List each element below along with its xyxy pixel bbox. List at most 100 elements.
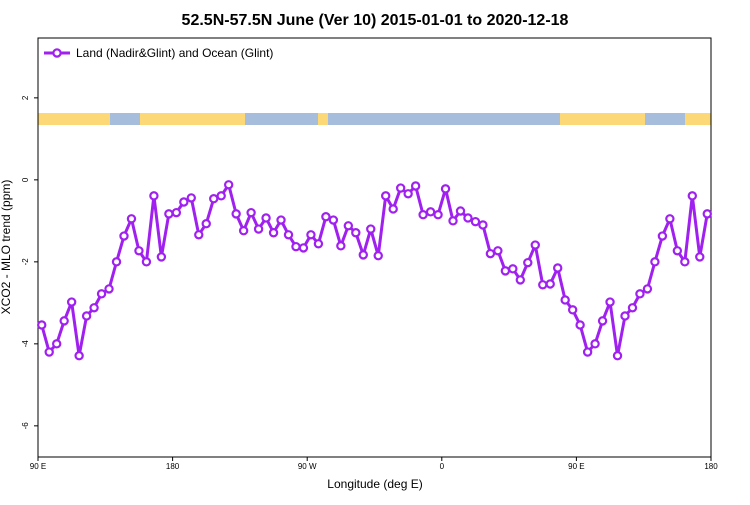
point	[44, 347, 54, 357]
point	[261, 213, 271, 223]
point	[238, 225, 249, 236]
point	[104, 284, 114, 294]
chart-title: 52.5N-57.5N June (Ver 10) 2015-01-01 to …	[182, 12, 569, 29]
point	[605, 297, 615, 307]
y-tick-label: -6	[21, 422, 30, 430]
point	[59, 316, 69, 326]
point	[194, 230, 204, 240]
point	[635, 289, 645, 299]
point	[575, 320, 585, 330]
point	[485, 248, 496, 259]
point	[680, 257, 690, 267]
point	[508, 264, 518, 274]
point	[51, 339, 62, 349]
point	[642, 284, 653, 294]
point	[186, 193, 196, 203]
point	[231, 209, 241, 219]
x-tick-label: 0	[440, 462, 445, 471]
x-axis-label: Longitude (deg E)	[327, 477, 422, 491]
y-tick-label: 2	[21, 95, 30, 100]
point	[276, 215, 286, 225]
point	[126, 214, 137, 224]
point	[493, 246, 503, 256]
point	[388, 204, 398, 214]
point	[81, 311, 92, 321]
legend-label: Land (Nadir&Glint) and Ocean (Glint)	[76, 46, 273, 60]
point	[650, 257, 660, 267]
point	[343, 221, 354, 231]
point	[336, 241, 346, 251]
land-band	[685, 113, 711, 125]
point	[403, 189, 413, 199]
point	[179, 197, 189, 207]
point	[530, 240, 540, 250]
y-tick-label: -2	[21, 258, 30, 266]
point	[216, 191, 226, 201]
point	[156, 252, 167, 262]
point	[89, 303, 99, 313]
point	[328, 215, 339, 225]
x-tick-label: 90 E	[30, 462, 46, 471]
point	[381, 191, 391, 201]
point	[358, 250, 368, 260]
point	[171, 207, 182, 218]
point	[37, 320, 47, 330]
point	[298, 243, 309, 253]
x-tick-label: 90 W	[298, 462, 317, 471]
point	[560, 295, 570, 305]
point	[119, 231, 129, 241]
legend-marker	[52, 48, 62, 58]
point	[111, 257, 122, 267]
plot-frame	[37, 37, 712, 458]
point	[209, 194, 219, 204]
point	[268, 228, 279, 238]
point	[590, 339, 600, 349]
point	[657, 231, 668, 241]
point	[291, 241, 301, 252]
point	[695, 252, 705, 262]
point	[373, 250, 383, 261]
point	[366, 224, 376, 234]
land-band	[140, 113, 245, 125]
point	[223, 180, 234, 190]
point	[500, 266, 511, 276]
point	[164, 209, 174, 219]
point	[351, 228, 361, 238]
point	[418, 210, 428, 220]
point	[523, 257, 533, 268]
point	[597, 316, 608, 326]
point	[672, 246, 683, 256]
x-tick-label: 180	[704, 462, 718, 471]
point	[246, 207, 256, 218]
point	[702, 209, 712, 219]
point	[455, 206, 466, 216]
point	[545, 279, 555, 289]
point	[425, 207, 436, 217]
point	[283, 230, 294, 240]
y-axis-label: XCO2 - MLO trend (ppm)	[0, 180, 13, 315]
point	[149, 191, 159, 201]
point	[410, 181, 421, 191]
point	[253, 224, 264, 234]
point	[567, 305, 578, 315]
land-band	[560, 113, 645, 125]
point	[440, 184, 451, 194]
point	[687, 191, 698, 201]
y-tick-label: -4	[21, 340, 30, 348]
land-ocean-strip	[38, 113, 711, 125]
point	[538, 280, 548, 290]
point	[321, 212, 331, 222]
point	[448, 216, 458, 226]
point	[141, 257, 152, 267]
point	[665, 214, 675, 224]
point	[582, 347, 593, 357]
point	[313, 239, 324, 249]
x-tick-label: 180	[166, 462, 180, 471]
point	[627, 303, 638, 313]
point	[620, 311, 630, 321]
point	[96, 289, 107, 299]
y-tick-label: 0	[21, 177, 30, 182]
x-tick-label: 90 E	[568, 462, 584, 471]
